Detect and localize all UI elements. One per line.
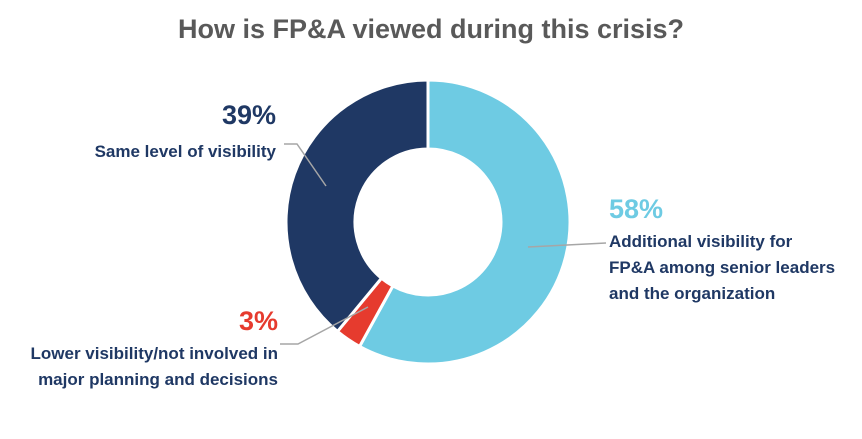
slice-value-label-lower: 3%: [238, 306, 278, 336]
slice-desc-label-same: Same level of visibility: [94, 142, 276, 161]
leader-line-2: [280, 306, 369, 345]
slice-desc-label-additional: Additional visibility for FP&A among sen…: [609, 229, 854, 307]
chart-title: How is FP&A viewed during this crisis?: [177, 14, 685, 44]
leader-line-0: [284, 143, 327, 187]
donut-slices: [284, 78, 572, 366]
slice-desc-line-2: FP&A among senior leaders: [609, 258, 836, 277]
slice-value-label-additional: 58%: [609, 194, 664, 224]
slice-desc-label-lower: Lower visibility/not involved in major p…: [4, 341, 278, 393]
leader-line-1: [527, 242, 607, 248]
donut-slice-0: [357, 78, 572, 366]
slice-desc-line-3: and the organization: [609, 284, 776, 303]
slice-desc-line-2: major planning and decisions: [38, 370, 278, 389]
donut-slice-2: [284, 78, 430, 334]
slice-value-label-same: 39%: [221, 100, 276, 130]
slice-desc-line-1: Lower visibility/not involved in: [30, 344, 278, 363]
slice-desc-line-1: Additional visibility for: [609, 232, 793, 251]
leader-lines: [280, 143, 607, 345]
